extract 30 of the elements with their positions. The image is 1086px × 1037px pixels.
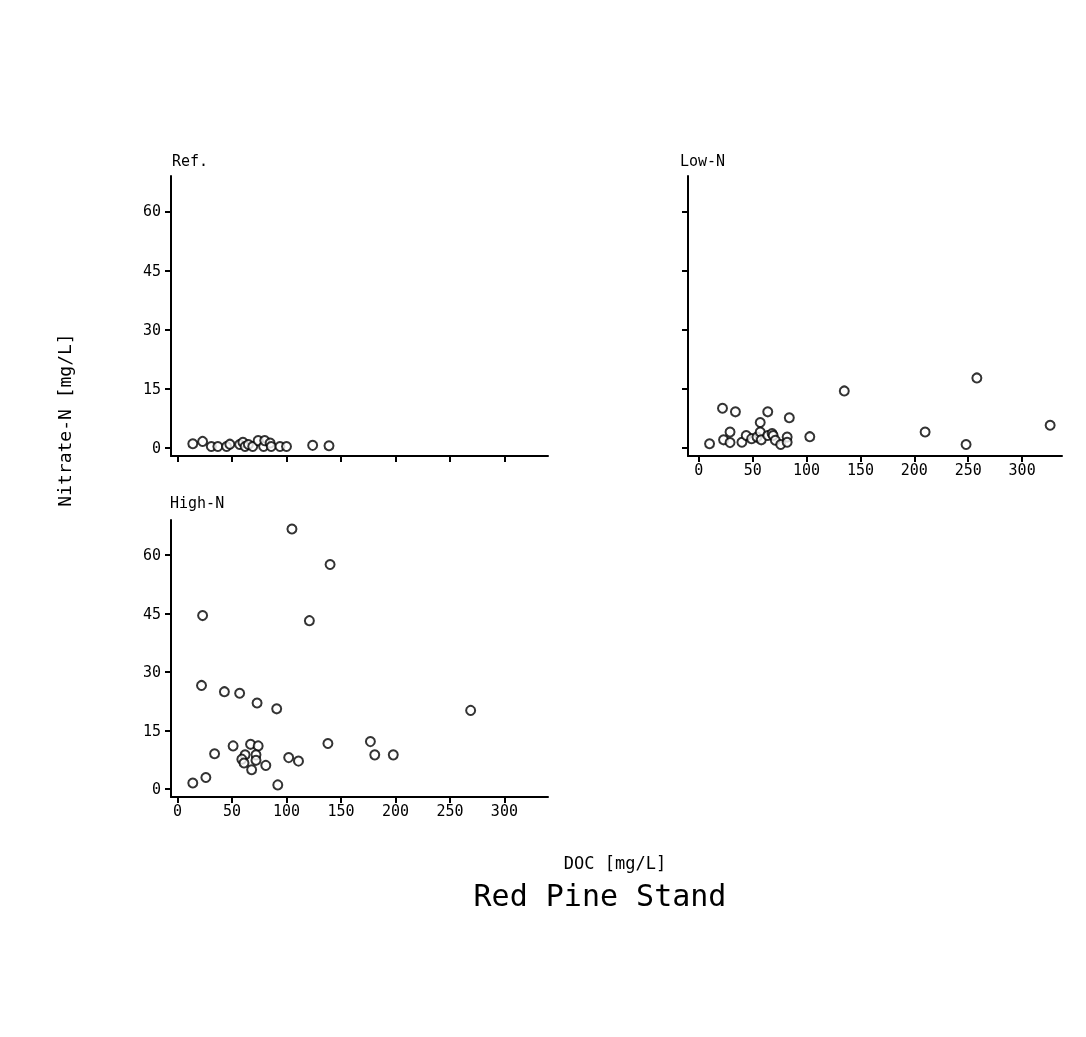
x-tick-label: 0 [694,460,704,479]
x-tick-label: 50 [743,460,762,479]
x-tick-label: 250 [954,460,982,479]
chart-title: Ref. [172,151,209,170]
y-tick-label: 30 [142,320,161,339]
y-tick-label: 60 [142,202,161,221]
x-tick-label: 300 [1008,460,1036,479]
x-tick-label: 200 [900,460,928,479]
y-axis-title: Nitrate-N [mg/L] [53,333,75,507]
y-tick-label: 15 [142,721,161,740]
y-tick-label: 0 [151,439,161,458]
chart-title: Low-N [680,151,726,170]
y-tick-label: 45 [142,604,161,623]
y-tick-label: 15 [142,379,161,398]
x-tick-label: 150 [327,801,355,820]
x-axis-title: DOC [mg/L] [563,853,667,873]
x-tick-label: 250 [436,801,464,820]
y-tick-label: 30 [142,663,161,682]
x-tick-label: 100 [272,801,301,820]
x-tick-label: 300 [490,801,518,820]
x-tick-label: 100 [793,460,821,479]
text: Red Pine Stand [473,877,727,913]
x-tick-label: 150 [846,460,874,479]
y-tick-label: 0 [151,780,161,799]
y-tick-label: 60 [142,546,161,565]
x-tick-label: 200 [381,801,409,820]
x-tick-label: 50 [222,801,242,820]
y-tick-label: 45 [142,261,161,280]
x-tick-label: 0 [173,801,183,820]
chart-title: High-N [170,493,225,512]
